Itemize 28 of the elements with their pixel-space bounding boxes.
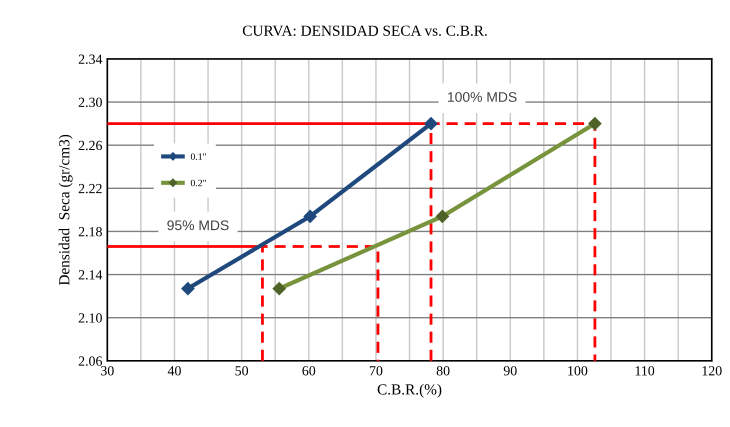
annotation: 100% MDS: [448, 92, 517, 102]
legend-label: 0.2": [190, 180, 206, 186]
chart-title: CURVA: DENSIDAD SECA vs. C.B.R.: [242, 26, 487, 36]
point: [424, 117, 438, 130]
x-axis-title: C.B.R.(%): [378, 384, 442, 398]
x-tick-label: 90: [504, 366, 517, 376]
x-tick-label: 120: [702, 366, 722, 376]
x-tick-label: 40: [168, 366, 181, 376]
x-tick-label: 100: [568, 366, 588, 376]
y-tick-label: 2.18: [78, 227, 102, 236]
y-tick-label: 2.30: [78, 98, 102, 108]
x-tick-label: 60: [302, 366, 316, 376]
x-tick-label: 110: [636, 366, 654, 376]
y-tick-label: 2.06: [78, 356, 102, 366]
y-tick-label: 2.22: [78, 184, 102, 194]
annotation: 95% MDS: [167, 220, 229, 230]
x-tick-label: 30: [101, 366, 114, 376]
point: [181, 282, 194, 296]
x-tick-label: 80: [436, 366, 450, 376]
x-tick-label: 70: [370, 366, 382, 376]
legend-label: 0.1": [190, 153, 206, 160]
y-tick-label: 2.14: [78, 270, 102, 280]
point: [304, 210, 317, 223]
x-tick-label: 50: [235, 366, 248, 376]
y-tick-label: 2.26: [78, 140, 102, 150]
y-tick-label: 2.34: [78, 54, 102, 64]
y-axis-title: Densidad Seca (gr/cm3): [58, 134, 73, 286]
y-tick-label: 2.10: [78, 313, 102, 323]
